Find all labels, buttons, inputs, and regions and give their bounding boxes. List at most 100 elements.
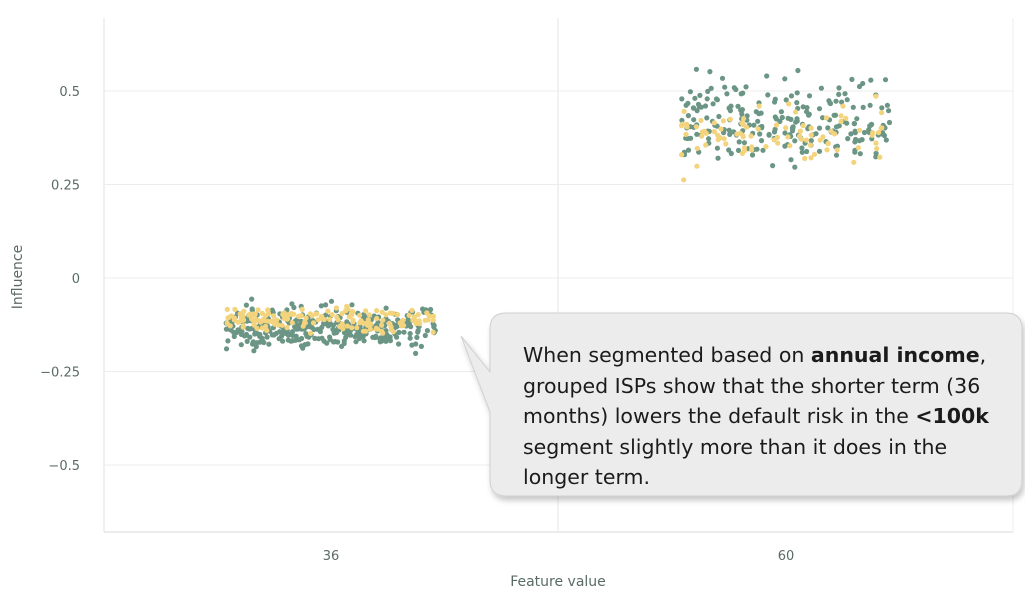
data-point — [788, 157, 794, 163]
data-point — [366, 312, 372, 318]
data-point — [804, 148, 810, 155]
data-point — [808, 155, 814, 161]
data-point — [430, 313, 437, 319]
data-point — [253, 344, 259, 350]
x-tick-label: 36 — [323, 549, 340, 564]
data-point — [792, 164, 798, 170]
data-point — [289, 320, 295, 326]
data-point — [816, 148, 823, 154]
data-point — [344, 319, 350, 325]
data-point — [270, 332, 276, 338]
data-point — [325, 308, 331, 314]
data-point — [257, 339, 263, 345]
data-point — [687, 89, 694, 95]
data-point — [285, 312, 291, 318]
data-point — [227, 323, 233, 329]
data-point — [861, 129, 868, 136]
data-point — [327, 334, 333, 340]
data-point — [779, 114, 785, 121]
data-point — [702, 103, 709, 109]
data-point — [824, 147, 830, 153]
data-point — [308, 330, 314, 336]
x-axis-title: Feature value — [510, 574, 606, 590]
data-point — [413, 341, 419, 347]
data-point — [698, 117, 704, 124]
data-point — [755, 118, 761, 124]
data-point — [363, 308, 369, 314]
data-point — [251, 348, 257, 354]
data-point — [787, 143, 793, 149]
data-point — [235, 319, 241, 325]
data-point — [851, 121, 858, 127]
data-point — [723, 141, 729, 147]
data-point — [808, 138, 814, 144]
data-point — [843, 115, 849, 121]
data-point — [703, 130, 709, 136]
data-point — [681, 177, 687, 183]
data-point — [396, 341, 402, 347]
data-point — [800, 123, 806, 129]
data-point — [833, 152, 840, 158]
data-point — [310, 320, 317, 326]
data-point — [357, 312, 363, 318]
data-point — [793, 109, 799, 115]
data-point — [294, 326, 300, 332]
data-point — [321, 321, 327, 327]
data-point — [401, 329, 407, 335]
data-point — [760, 147, 766, 153]
data-point — [264, 334, 270, 340]
data-point — [290, 332, 296, 338]
data-point — [679, 117, 685, 123]
data-points — [223, 66, 893, 356]
data-point — [303, 315, 309, 321]
data-point — [727, 116, 733, 122]
data-point — [269, 307, 275, 313]
data-point — [694, 145, 700, 151]
data-point — [850, 104, 856, 110]
data-point — [715, 132, 721, 138]
data-point — [794, 90, 800, 96]
data-point — [255, 307, 261, 313]
data-point — [754, 146, 760, 152]
data-point — [867, 102, 873, 108]
data-point — [785, 115, 791, 121]
data-point — [324, 340, 330, 346]
data-point — [727, 131, 733, 137]
data-point — [329, 312, 335, 318]
data-point — [285, 337, 291, 343]
data-point — [357, 320, 363, 326]
data-point — [365, 317, 371, 323]
data-point — [699, 133, 705, 139]
data-point — [424, 310, 430, 316]
data-point — [422, 332, 428, 339]
data-point — [379, 322, 385, 328]
data-point — [727, 108, 734, 114]
data-point — [330, 322, 336, 328]
data-point — [880, 130, 886, 136]
data-point — [318, 303, 324, 309]
data-point — [808, 132, 814, 138]
data-point — [807, 142, 814, 148]
data-point — [681, 108, 687, 114]
data-point — [271, 313, 277, 319]
data-point — [833, 98, 839, 104]
data-point — [679, 96, 685, 102]
data-point — [799, 145, 805, 151]
data-point — [418, 343, 424, 349]
data-point — [360, 328, 366, 334]
data-point — [883, 137, 889, 143]
data-point — [852, 130, 858, 136]
data-point — [290, 329, 296, 335]
data-point — [719, 75, 726, 81]
data-point — [694, 108, 700, 114]
data-point — [259, 325, 265, 331]
data-point — [735, 103, 741, 109]
data-point — [879, 110, 885, 116]
data-point — [414, 334, 420, 340]
data-point — [374, 308, 380, 314]
data-point — [247, 311, 253, 317]
data-point — [296, 313, 302, 319]
data-point — [685, 113, 692, 119]
data-point — [772, 96, 778, 102]
